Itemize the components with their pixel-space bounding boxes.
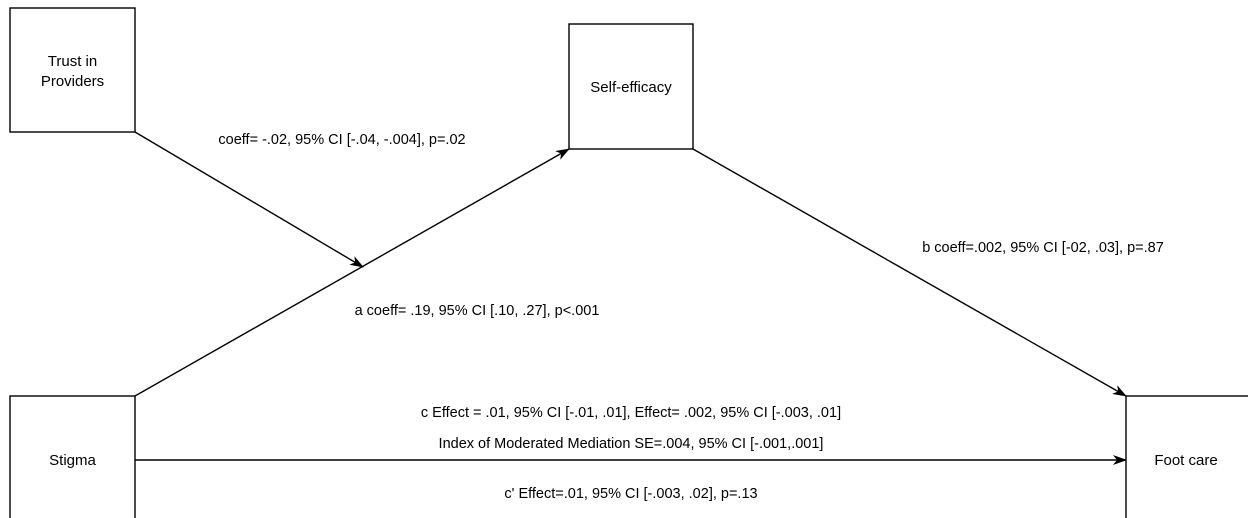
moderation-edge-label: coeff= -.02, 95% CI [-.04, -.004], p=.02 <box>218 132 465 148</box>
c-path-edge-label-line1: c Effect = .01, 95% CI [-.01, .01], Effe… <box>421 405 841 421</box>
node-self-efficacy: Self-efficacy <box>568 23 694 150</box>
node-stigma: Stigma <box>9 395 136 518</box>
node-foot-care-box <box>1125 395 1248 518</box>
node-foot-care-label: Foot care <box>1154 452 1217 469</box>
b-path-edge-label: b coeff=.002, 95% CI [-02, .03], p=.87 <box>922 240 1164 256</box>
node-self-efficacy-label: Self-efficacy <box>590 79 672 96</box>
a-path-arrow <box>134 148 570 397</box>
node-trust-box <box>9 7 136 133</box>
node-self-efficacy-box <box>568 23 694 150</box>
node-stigma-box <box>9 395 136 518</box>
node-trust-label-line1: Trust in <box>48 53 97 70</box>
moderation-arrow <box>134 131 364 268</box>
c-path-edge-label-line2: Index of Moderated Mediation SE=.004, 95… <box>439 436 824 452</box>
node-trust-in-providers: Trust in Providers <box>9 7 136 133</box>
node-trust-label-line2: Providers <box>41 73 104 90</box>
node-foot-care: Foot care <box>1125 395 1248 518</box>
node-stigma-label: Stigma <box>49 452 96 469</box>
a-path-edge-label: a coeff= .19, 95% CI [.10, .27], p<.001 <box>355 303 600 319</box>
b-path-arrow <box>692 148 1127 397</box>
c-prime-path-edge-label: c' Effect=.01, 95% CI [-.003, .02], p=.1… <box>504 486 757 502</box>
